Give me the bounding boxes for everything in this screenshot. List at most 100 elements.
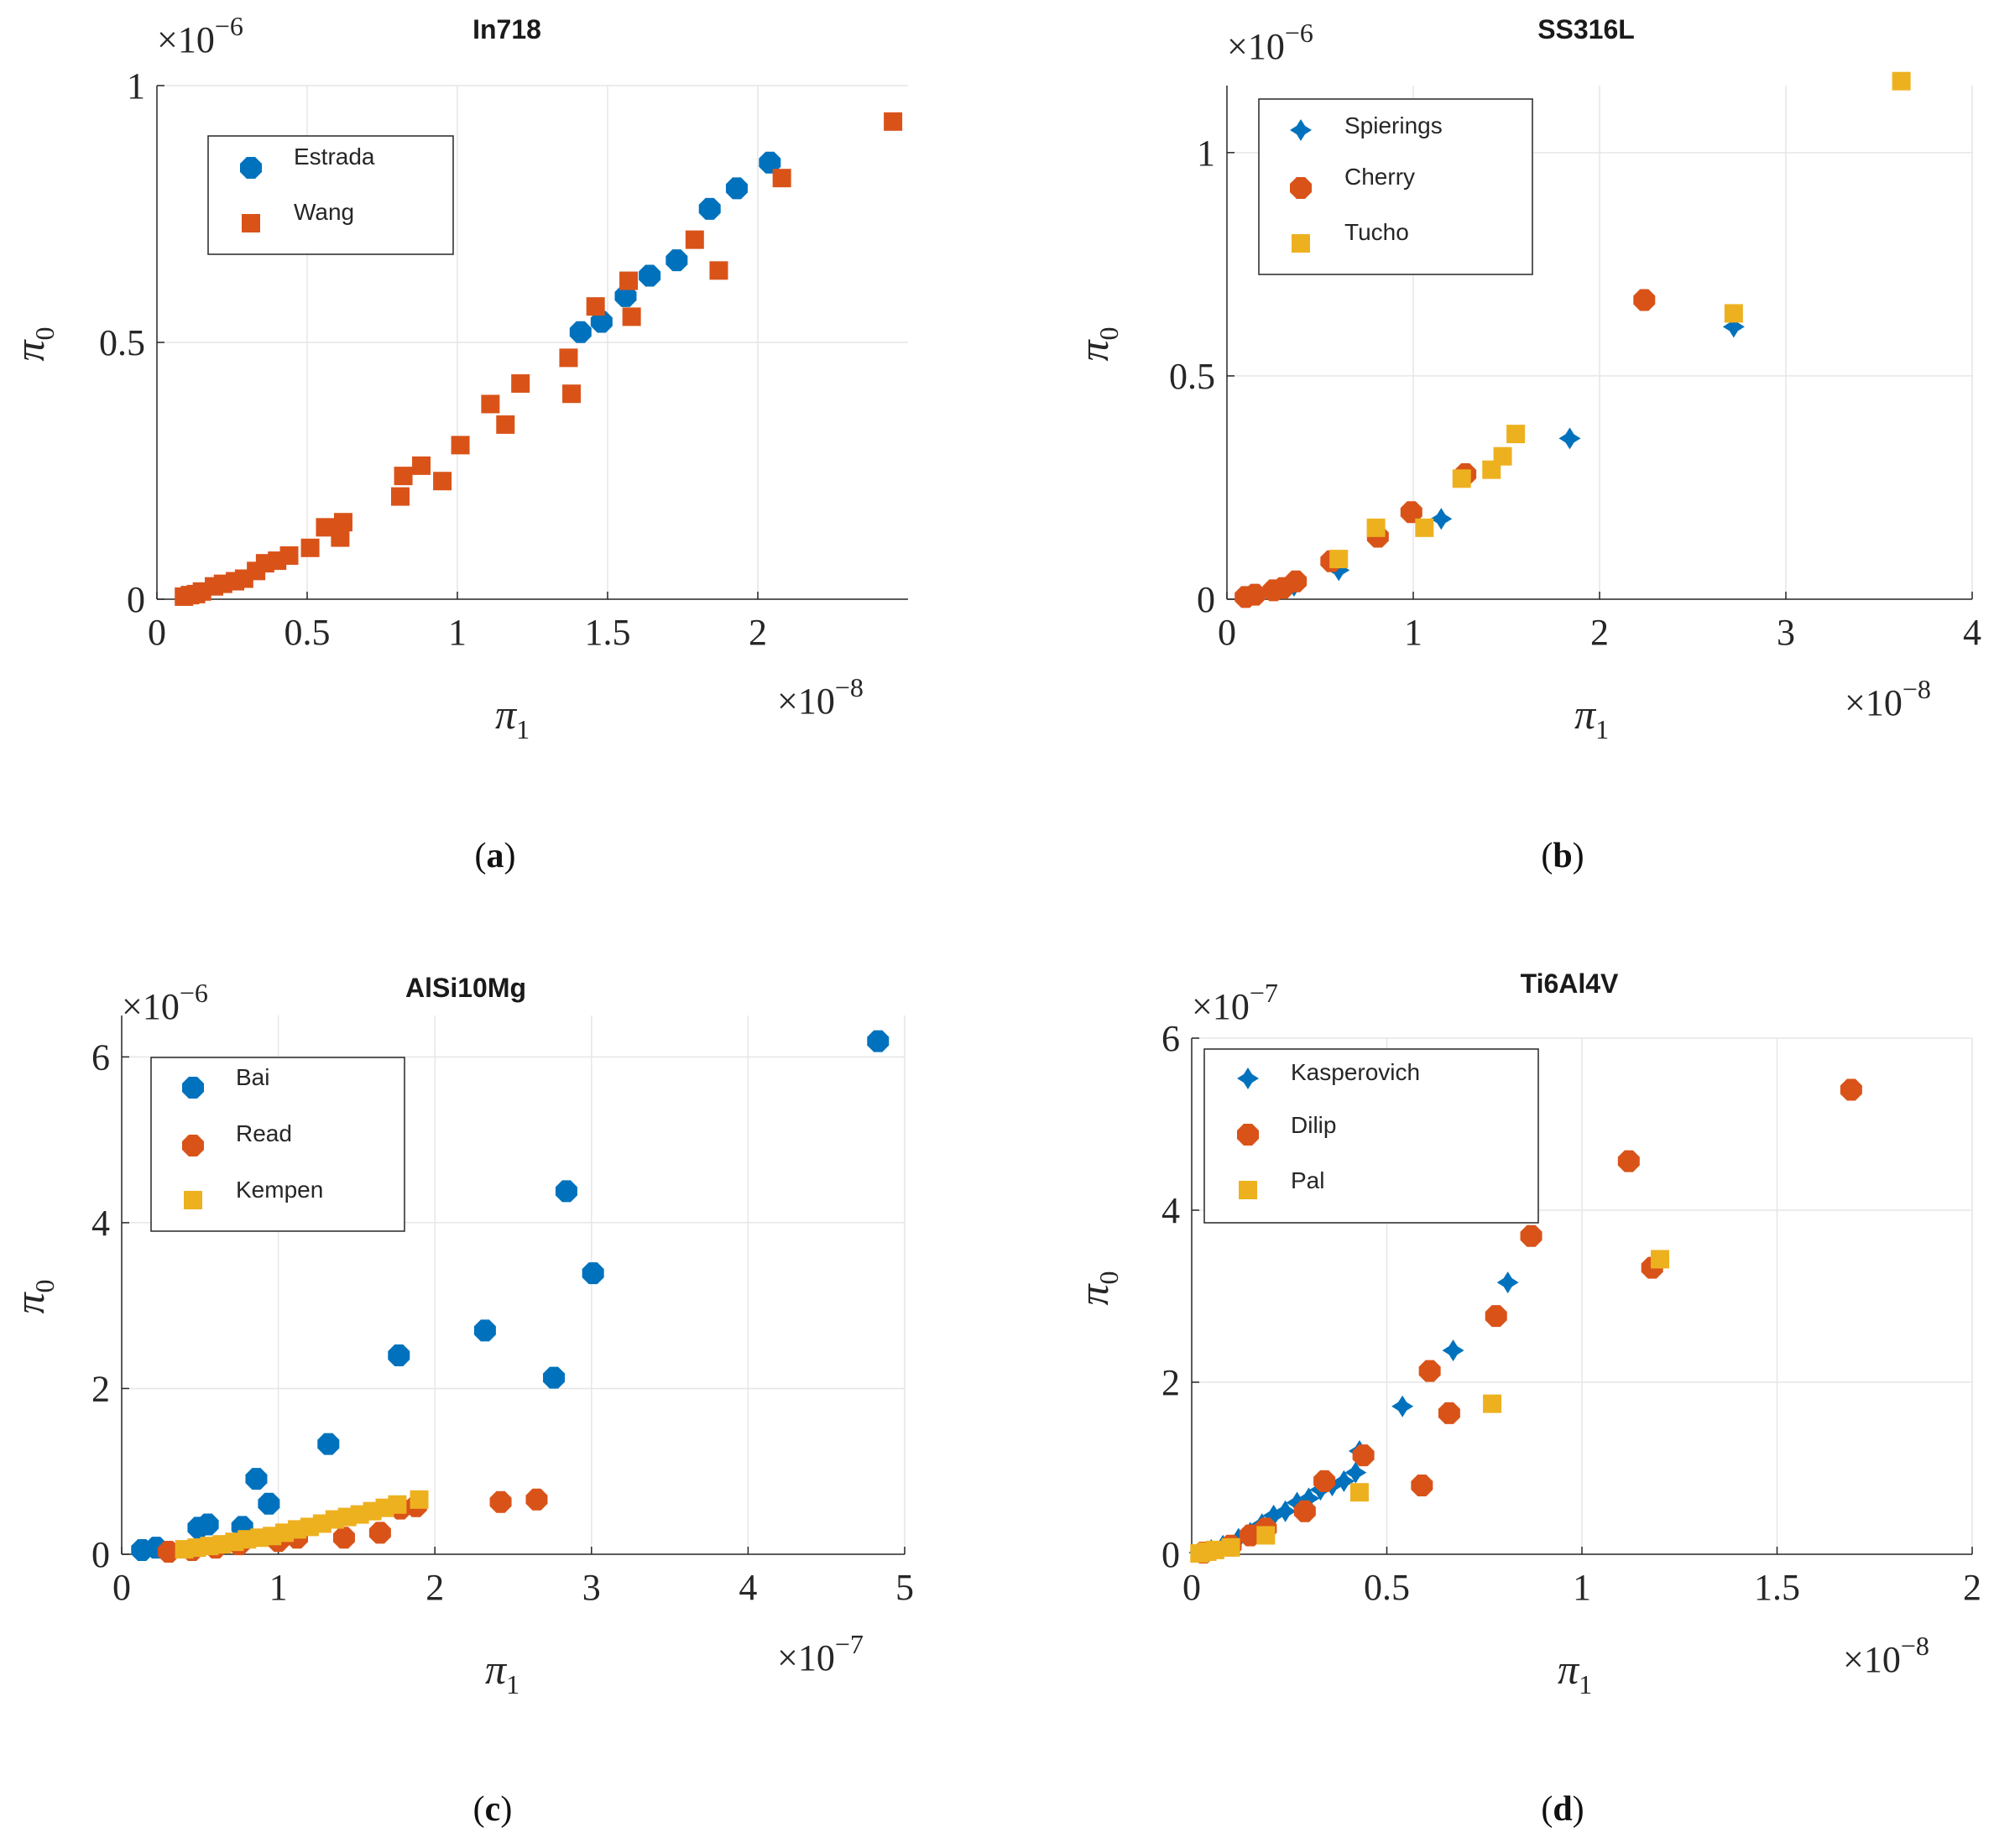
series-estrada (569, 151, 781, 343)
caption-paren: ) (1573, 1790, 1584, 1829)
axis-symbol: π (6, 1292, 53, 1314)
plot-area: 0 1 2 3 4 5 0 2 4 6 (91, 1015, 914, 1608)
data-point (590, 311, 613, 333)
axis-subscript: 0 (29, 1279, 60, 1292)
data-point (562, 384, 582, 404)
exponent-power: −7 (835, 1629, 864, 1659)
caption-paren: ( (1541, 1790, 1553, 1829)
data-point (639, 264, 661, 287)
data-point (1506, 425, 1526, 444)
data-point (196, 1513, 219, 1536)
data-point (412, 456, 431, 475)
x-tick-label: 1 (1404, 612, 1422, 653)
legend-label: Cherry (1344, 164, 1415, 190)
caption-paren: ( (475, 837, 487, 875)
svg-text:π0: π0 (1070, 326, 1124, 361)
x-tick-label: 5 (895, 1567, 914, 1608)
data-point (614, 285, 637, 307)
y-tick-label: 2 (1161, 1362, 1180, 1403)
chart-title: AlSi10Mg (405, 973, 526, 1003)
legend: Kasperovich Dilip Pal (1203, 1048, 1539, 1224)
exponent-prefix: ×10 (1845, 682, 1903, 723)
legend-box (207, 135, 454, 255)
caption-letter: b (1553, 837, 1572, 875)
data-point (1391, 1395, 1414, 1417)
y-exponent: ×10−6 (157, 11, 243, 60)
legend-marker (184, 1191, 202, 1209)
svg-text:×10−7: ×10−7 (1192, 978, 1278, 1027)
data-point (388, 1344, 410, 1366)
axis-symbol: π (495, 691, 518, 738)
chart-title: Ti6Al4V (1521, 968, 1619, 999)
legend-marker (1237, 1068, 1259, 1089)
x-axis-label: π1 (1574, 691, 1609, 744)
data-point (1415, 518, 1434, 537)
legend-box (1203, 1048, 1539, 1224)
x-exponent: ×10−8 (1843, 1631, 1929, 1680)
legend-label: Read (236, 1120, 292, 1146)
axis-subscript: 0 (1094, 1271, 1124, 1284)
legend-label: Dilip (1291, 1112, 1336, 1138)
y-axis-label: π0 (6, 326, 60, 361)
data-point (1892, 71, 1911, 91)
axis-subscript: 0 (29, 326, 60, 340)
data-point (1496, 1271, 1519, 1294)
y-axis-label: π0 (1070, 326, 1124, 361)
data-point (582, 1262, 604, 1285)
y-tick-label: 4 (91, 1203, 110, 1244)
data-point (1483, 1394, 1502, 1413)
data-point (1366, 518, 1386, 537)
legend-marker-bai (182, 1077, 204, 1099)
caption-paren: ) (500, 1790, 512, 1829)
legend-marker-dilip (1237, 1124, 1259, 1146)
x-tick-label: 2 (749, 612, 767, 653)
data-point (1558, 427, 1581, 450)
legend-marker (1239, 1181, 1257, 1199)
data-point (388, 1495, 407, 1514)
x-tick-label: 0.5 (1364, 1567, 1410, 1608)
legend-marker (182, 1135, 204, 1156)
legend-marker-tucho (1292, 234, 1310, 253)
legend-label: Tucho (1344, 219, 1409, 245)
panel-d: Ti6Al4V ×10−7 ×10−8 π1 π0 0 0.5 1 1.5 20246 … (1070, 968, 1981, 1829)
data-point (1840, 1078, 1862, 1101)
data-point (394, 467, 413, 486)
y-axis-label: π0 (1070, 1271, 1124, 1305)
data-point (410, 1490, 429, 1509)
data-point (1297, 1487, 1320, 1510)
chart-title: SS316L (1537, 14, 1635, 44)
data-point (685, 230, 704, 249)
data-point (1438, 1402, 1460, 1424)
panel-caption: (b) (1541, 837, 1584, 875)
y-tick-label: 0 (1197, 579, 1215, 620)
data-point (1722, 316, 1745, 338)
data-point (1485, 1305, 1507, 1328)
panel-caption: (c) (473, 1790, 513, 1829)
data-point (709, 261, 728, 280)
data-point (332, 1527, 355, 1549)
data-point (1352, 1444, 1375, 1467)
svg-text:×10−6: ×10−6 (157, 11, 243, 60)
axis-subscript: 1 (516, 714, 530, 744)
data-point (317, 1433, 340, 1455)
data-point (1256, 1526, 1276, 1545)
data-point (390, 487, 410, 506)
data-point (368, 1522, 391, 1544)
data-point (559, 348, 578, 368)
caption-paren: ) (504, 837, 516, 875)
data-point (279, 546, 299, 565)
y-tick-label: 0.5 (99, 322, 145, 363)
y-tick-label: 6 (1161, 1018, 1180, 1059)
legend-marker-estrada (240, 157, 262, 179)
svg-text:×10−8: ×10−8 (1845, 674, 1931, 723)
legend: Estrada Wang (207, 135, 454, 255)
series-spierings (1282, 316, 1745, 598)
data-point (884, 112, 903, 131)
legend-marker-pal (1239, 1181, 1257, 1199)
data-point (1344, 1461, 1367, 1484)
legend-marker (182, 1077, 204, 1099)
series-tucho (1329, 71, 1911, 569)
y-exponent: ×10−7 (1192, 978, 1278, 1027)
x-tick-label: 0 (112, 1567, 131, 1608)
